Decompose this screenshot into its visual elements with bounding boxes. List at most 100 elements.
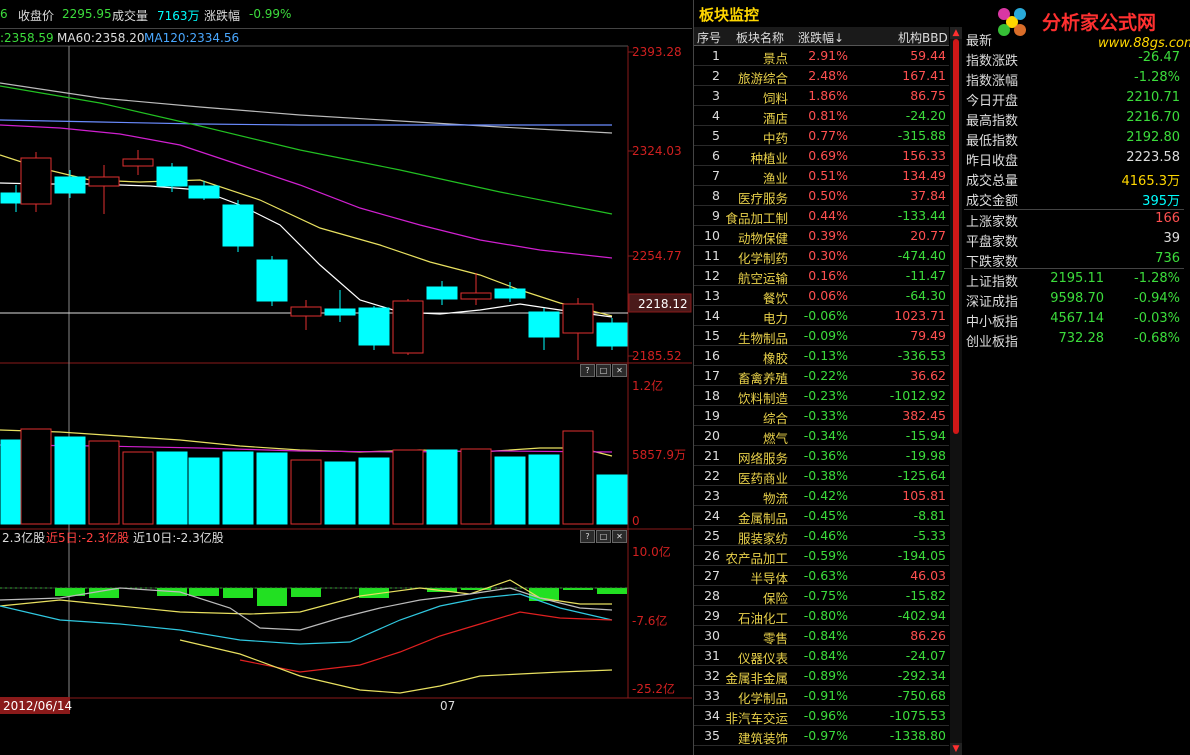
sector-row[interactable]: 17 畜禽养殖 -0.22% 36.62: [694, 365, 949, 386]
scroll-thumb[interactable]: [953, 39, 959, 434]
sector-row[interactable]: 25 服装家纺 -0.46% -5.33: [694, 525, 949, 546]
sector-name: 燃气: [762, 431, 788, 446]
sector-row[interactable]: 26 农产品加工 -0.59% -194.05: [694, 545, 949, 566]
stat-value: 395万: [1142, 194, 1180, 209]
volume-label: 成交量: [112, 9, 149, 23]
index-row[interactable]: 深证成指 9598.70 -0.94%: [964, 289, 1184, 310]
index-stats-panel: 最新 指数涨跌 -26.47 指数涨幅 -1.28% 今日开盘 2210.71 最高指数 22…: [964, 28, 1190, 755]
col-idx-header[interactable]: 序号: [697, 31, 722, 45]
sector-row[interactable]: 8 医疗服务 0.50% 37.84: [694, 185, 949, 206]
price-tick: 2393.28: [632, 45, 682, 59]
col-chg-header[interactable]: 涨跌幅↓: [798, 31, 845, 45]
sector-bbd: 86.75: [910, 88, 946, 103]
volume-bar: [156, 451, 188, 525]
sector-index: 8: [712, 188, 720, 203]
sector-row[interactable]: 24 金属制品 -0.45% -8.81: [694, 505, 949, 526]
sector-row[interactable]: 11 化学制药 0.30% -474.40: [694, 245, 949, 266]
col-name-header[interactable]: 板块名称: [736, 31, 785, 45]
flow-bar: [563, 588, 593, 590]
index-name: 深证成指: [966, 295, 1019, 310]
sector-row[interactable]: 22 医药商业 -0.38% -125.64: [694, 465, 949, 486]
sector-table-header: 序号 板块名称 涨跌幅↓ 机构BBD: [694, 27, 949, 46]
sector-row[interactable]: 6 种植业 0.69% 156.33: [694, 145, 949, 166]
ma-a-value: :2358.59: [0, 31, 54, 45]
sector-row[interactable]: 20 燃气 -0.34% -15.94: [694, 425, 949, 446]
sector-bbd: -5.33: [913, 528, 946, 543]
sector-row[interactable]: 28 保险 -0.75% -15.82: [694, 585, 949, 606]
sector-row[interactable]: 29 石油化工 -0.80% -402.94: [694, 605, 949, 626]
sector-index: 20: [704, 428, 720, 443]
scroll-down-arrow-icon[interactable]: ▼: [950, 743, 962, 755]
scroll-up-arrow-icon[interactable]: ▲: [950, 27, 962, 39]
sector-row[interactable]: 21 网络服务 -0.36% -19.98: [694, 445, 949, 466]
index-row[interactable]: 上证指数 2195.11 -1.28%: [964, 269, 1184, 290]
sector-row[interactable]: 35 建筑装饰 -0.97% -1338.80: [694, 725, 949, 746]
volume-tick: 0: [632, 514, 640, 528]
vertical-scrollbar[interactable]: ▲ ▼: [950, 27, 962, 755]
close-pane-button[interactable]: ✕: [612, 530, 627, 543]
index-name: 创业板指: [966, 335, 1019, 350]
sector-row[interactable]: 33 化学制品 -0.91% -750.68: [694, 685, 949, 706]
sector-name: 饮料制造: [737, 391, 788, 406]
sector-bbd: -15.94: [905, 428, 946, 443]
sector-row[interactable]: 14 电力 -0.06% 1023.71: [694, 305, 949, 326]
sector-bbd: 105.81: [902, 488, 946, 503]
sector-row[interactable]: 34 非汽车交运 -0.96% -1075.53: [694, 705, 949, 726]
sector-row[interactable]: 19 综合 -0.33% 382.45: [694, 405, 949, 426]
sector-row[interactable]: 9 食品加工制 0.44% -133.44: [694, 205, 949, 226]
sector-row[interactable]: 27 半导体 -0.63% 46.03: [694, 565, 949, 586]
sector-index: 30: [704, 628, 720, 643]
sector-row[interactable]: 32 金属非金属 -0.89% -292.34: [694, 665, 949, 686]
col-bbd-header[interactable]: 机构BBD: [898, 31, 948, 45]
quote-prefix: 6: [0, 7, 8, 21]
sector-change: -0.84%: [803, 648, 848, 663]
volume-bar: [358, 457, 390, 525]
flow-bar: [529, 588, 559, 601]
stat-label: 指数涨幅: [966, 74, 1019, 89]
sector-row[interactable]: 4 酒店 0.81% -24.20: [694, 105, 949, 126]
sector-change: 0.51%: [808, 168, 848, 183]
index-row[interactable]: 创业板指 732.28 -0.68%: [964, 329, 1184, 350]
sector-index: 7: [712, 168, 720, 183]
sector-index: 25: [704, 528, 720, 543]
sector-row[interactable]: 7 渔业 0.51% 134.49: [694, 165, 949, 186]
minimize-pane-button[interactable]: ?: [580, 364, 595, 377]
stat-row: 下跌家数 736: [964, 249, 1184, 270]
maximize-pane-button[interactable]: □: [596, 364, 611, 377]
minimize-pane-button[interactable]: ?: [580, 530, 595, 543]
sector-index: 21: [704, 448, 720, 463]
sector-change: -0.42%: [803, 488, 848, 503]
sector-row[interactable]: 12 航空运输 0.16% -11.47: [694, 265, 949, 286]
sector-row[interactable]: 31 仪器仪表 -0.84% -24.07: [694, 645, 949, 666]
sector-change: 0.44%: [808, 208, 848, 223]
sector-row[interactable]: 15 生物制品 -0.09% 79.49: [694, 325, 949, 346]
sector-row[interactable]: 10 动物保健 0.39% 20.77: [694, 225, 949, 246]
sector-row[interactable]: 3 饲料 1.86% 86.75: [694, 85, 949, 106]
sector-index: 15: [704, 328, 720, 343]
volume-bar: [324, 461, 356, 525]
kline-chart[interactable]: 2393.28 2324.03 2254.77 2185.52 2218.12 …: [0, 0, 692, 755]
sector-row[interactable]: 16 橡胶 -0.13% -336.53: [694, 345, 949, 366]
sector-name: 餐饮: [762, 291, 788, 306]
sector-row[interactable]: 13 餐饮 0.06% -64.30: [694, 285, 949, 306]
sector-bbd: -24.07: [905, 648, 946, 663]
index-name: 上证指数: [966, 275, 1019, 290]
sector-index: 34: [704, 708, 720, 723]
sector-row[interactable]: 18 饮料制造 -0.23% -1012.92: [694, 385, 949, 406]
stat-value: 166: [1155, 211, 1180, 226]
sector-row[interactable]: 1 景点 2.91% 59.44: [694, 45, 949, 66]
volume-bar: [494, 456, 526, 525]
sector-name: 食品加工制: [725, 211, 788, 226]
stat-label: 下跌家数: [966, 255, 1019, 270]
sector-row[interactable]: 5 中药 0.77% -315.88: [694, 125, 949, 146]
sector-index: 28: [704, 588, 720, 603]
sector-row[interactable]: 2 旅游综合 2.48% 167.41: [694, 65, 949, 86]
index-row[interactable]: 中小板指 4567.14 -0.03%: [964, 309, 1184, 330]
sector-name: 饲料: [762, 91, 788, 106]
close-pane-button[interactable]: ✕: [612, 364, 627, 377]
sector-change: 0.50%: [808, 188, 848, 203]
sector-row[interactable]: 30 零售 -0.84% 86.26: [694, 625, 949, 646]
sector-row[interactable]: 23 物流 -0.42% 105.81: [694, 485, 949, 506]
maximize-pane-button[interactable]: □: [596, 530, 611, 543]
sector-bbd: -750.68: [897, 688, 946, 703]
